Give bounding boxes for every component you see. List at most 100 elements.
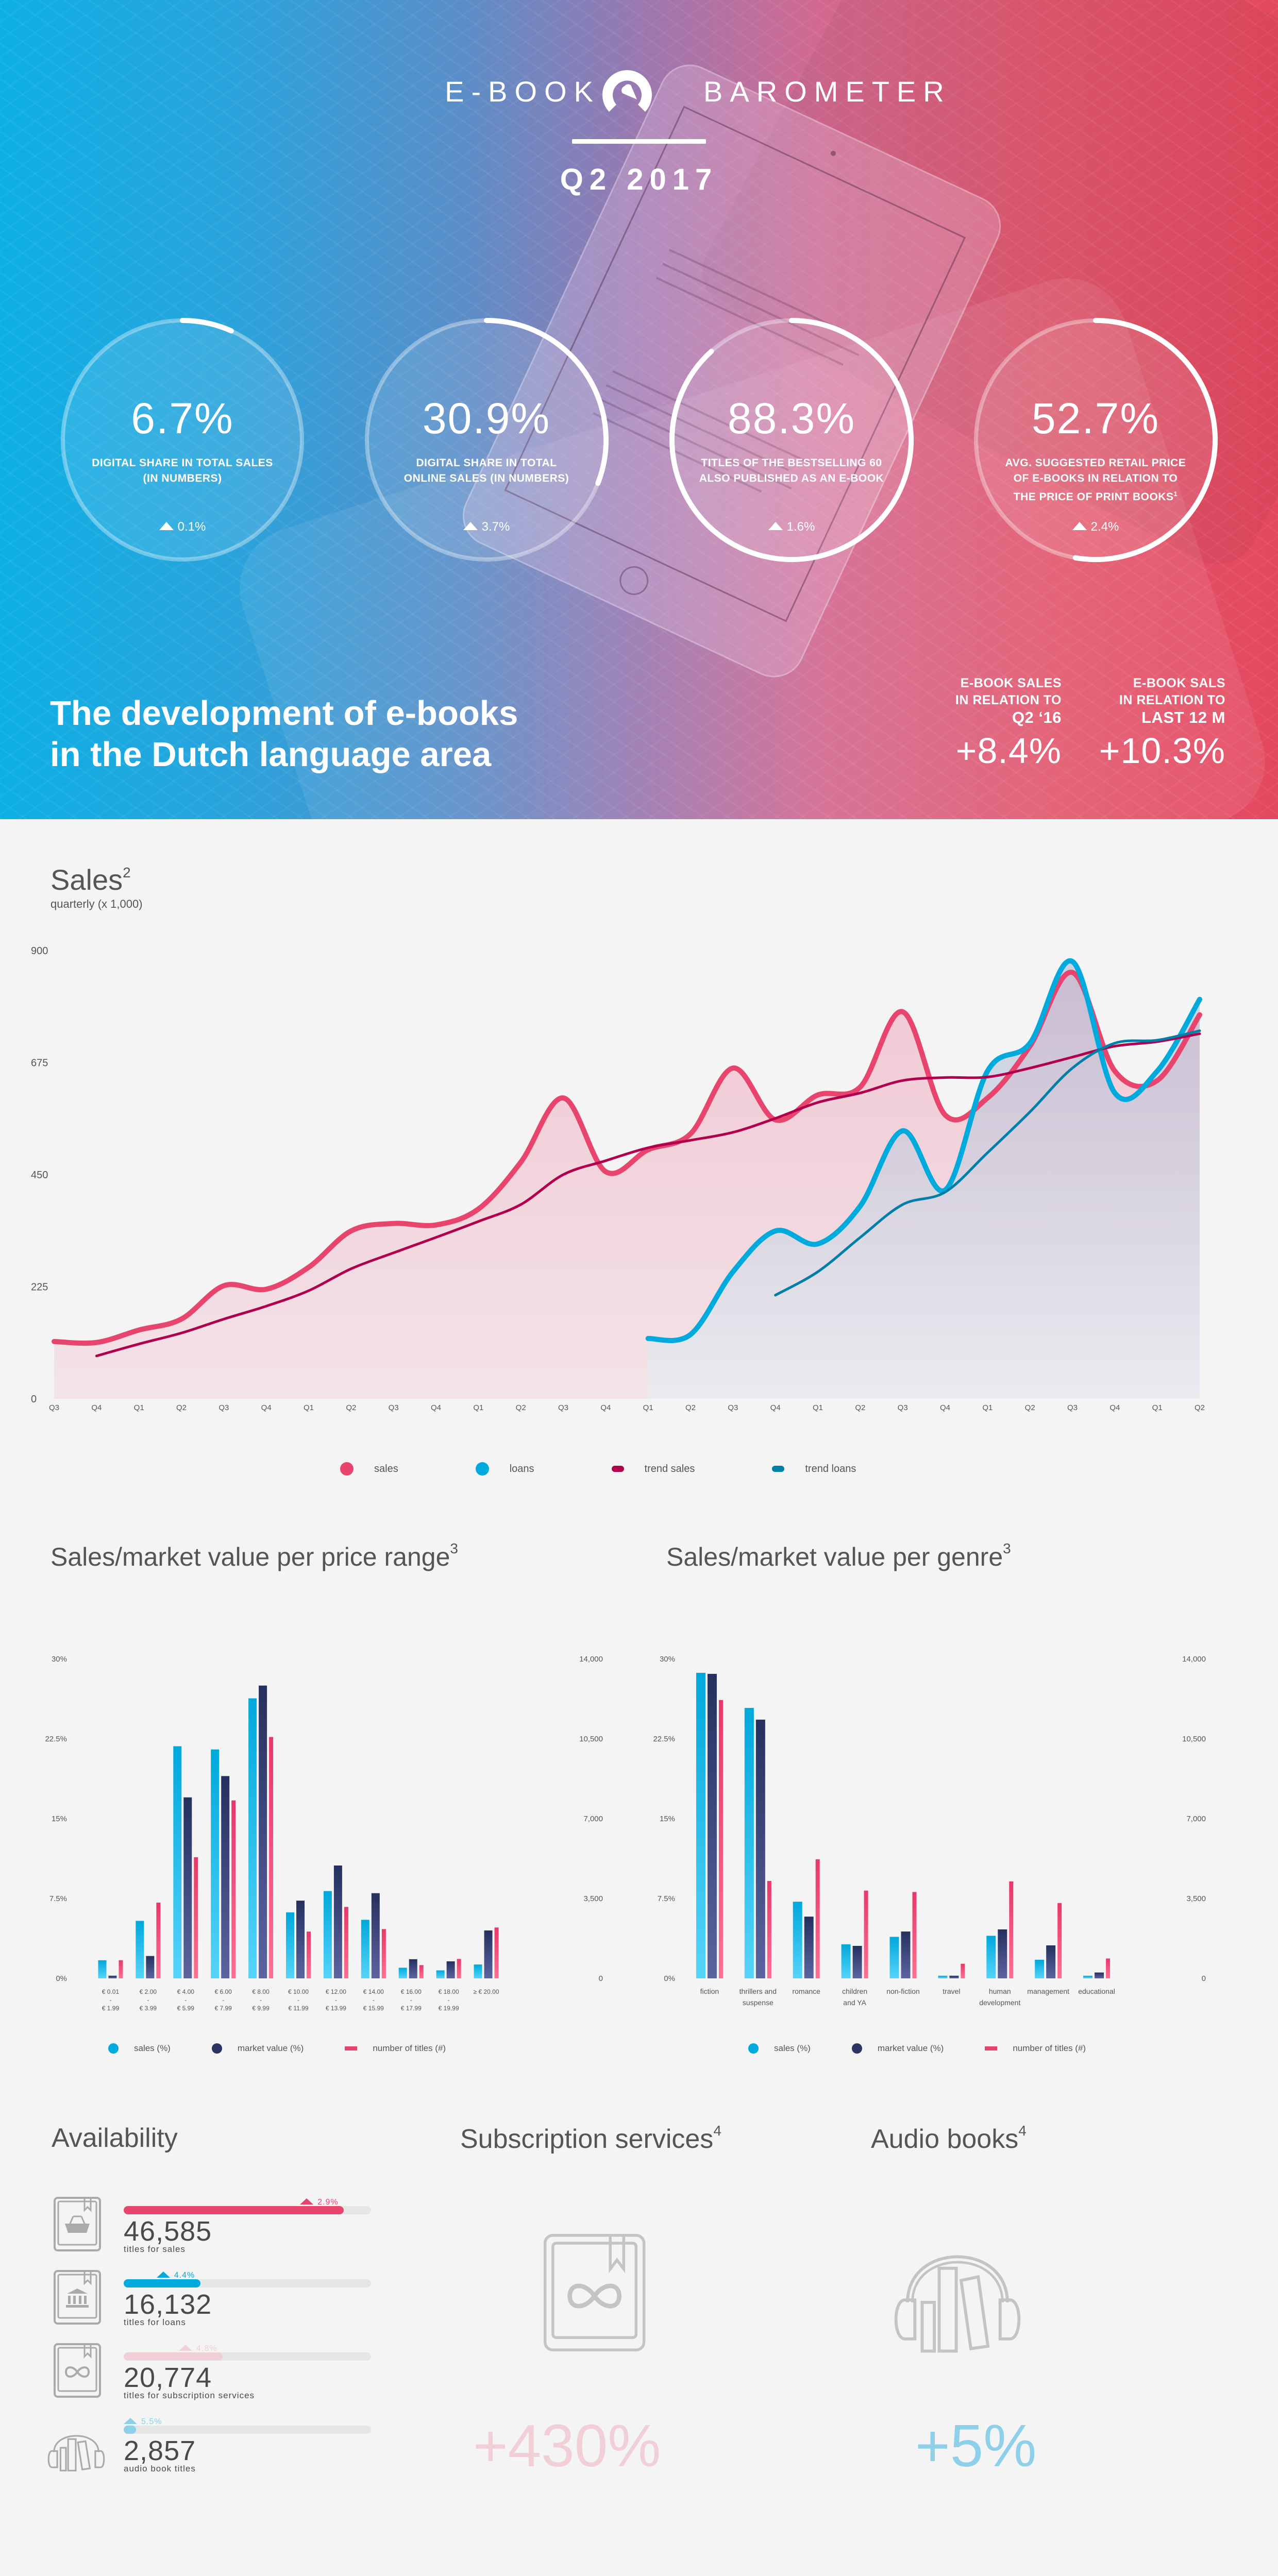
- bar-number-of-titles: [912, 1892, 917, 1978]
- bar-number-of-titles: [194, 1857, 198, 1978]
- price-chart-title: Sales/market value per price range3: [51, 1540, 458, 1571]
- bar-number-of-titles: [231, 1800, 236, 1978]
- sales-line-chart: 0 225 450 675 900 Q3 Q4 Q1 Q2 Q3 Q4 Q1 Q2 Q3 Q4 Q1 Q2 Q3 Q…: [31, 945, 1205, 1412]
- x-tick-label: Q4: [431, 1403, 441, 1412]
- y-left-tick-label: 30%: [660, 1655, 675, 1664]
- kpi-bestsellers-as-ebook: 88.3% TITLES OF THE BESTSELLING 60 ALSO …: [668, 316, 915, 564]
- subscription-growth: +430%: [473, 2412, 661, 2479]
- availability-value: 16,132: [124, 2289, 212, 2320]
- gauge-icon: [602, 70, 652, 112]
- category-label: € 6.00: [214, 1988, 232, 1995]
- y-left-tick-label: 7.5%: [658, 1894, 675, 1903]
- basket-book-icon: [54, 2197, 101, 2251]
- bar-market-value: [108, 1975, 117, 1978]
- bar-sales: [986, 1936, 996, 1978]
- bar-sales: [938, 1975, 948, 1978]
- arrow-up-icon: [768, 522, 783, 530]
- category-label: € 0.01: [102, 1988, 120, 1995]
- availability-value: 46,585: [124, 2216, 212, 2247]
- x-tick-label: Q3: [389, 1403, 399, 1412]
- category-label: -: [373, 1996, 375, 2004]
- title-divider: [572, 139, 706, 144]
- kpi-ring: [61, 318, 304, 562]
- availability-bar: 5.5%: [124, 2417, 371, 2434]
- bar-sales: [136, 1921, 144, 1978]
- x-tick-label: Q3: [218, 1403, 229, 1412]
- brand-header: E-BOOK BAROMETER: [0, 70, 1278, 116]
- category-label: educational: [1078, 1987, 1115, 1995]
- y-right-tick-label: 7,000: [583, 1815, 603, 1823]
- kpi-digital-share-online: 30.9% DIGITAL SHARE IN TOTAL ONLINE SALE…: [363, 316, 610, 564]
- x-tick-label: Q1: [473, 1403, 483, 1412]
- availability-value: 20,774: [124, 2362, 212, 2393]
- bar-market-value: [333, 1865, 342, 1978]
- y-left-tick-label: 0%: [56, 1974, 67, 1983]
- bar-number-of-titles: [1057, 1903, 1062, 1978]
- y-right-tick-label: 0: [599, 1974, 603, 1983]
- arrow-up-icon: [463, 522, 478, 530]
- category-label: -: [184, 1996, 187, 2004]
- arrow-up-icon: [1072, 522, 1087, 530]
- bar-sales: [793, 1902, 802, 1978]
- x-tick-label: Q3: [728, 1403, 738, 1412]
- availability-row-sales: 2.9% 46,585 titles for sales: [46, 2196, 386, 2268]
- category-label: € 2.00: [140, 1988, 157, 1995]
- headphones-books-icon: [47, 2435, 105, 2471]
- kpi-change: 3.7%: [363, 520, 610, 534]
- bar-market-value: [446, 1961, 455, 1978]
- category-label: fiction: [700, 1987, 719, 1995]
- availability-bar: 2.9%: [124, 2198, 371, 2214]
- category-label: romance: [792, 1987, 820, 1995]
- x-tick-label: Q2: [346, 1403, 356, 1412]
- category-label: € 3.99: [140, 2005, 157, 2012]
- bar-market-value: [949, 1975, 959, 1978]
- x-tick-label: Q2: [176, 1403, 187, 1412]
- x-tick-label: Q4: [600, 1403, 611, 1412]
- kpi-ring: [669, 318, 914, 562]
- audiobooks-title: Audio books4: [871, 2123, 1027, 2154]
- legend-swatch: [340, 1462, 354, 1476]
- category-label: children: [842, 1987, 867, 1995]
- availability-bar: 4.4%: [124, 2271, 371, 2287]
- legend-item-titles: number of titles (#): [985, 2043, 1086, 2054]
- x-tick-label: Q4: [261, 1403, 272, 1412]
- x-tick-label: Q2: [1195, 1403, 1205, 1412]
- category-label: non-fiction: [886, 1987, 920, 1995]
- kpi-value: 30.9%: [422, 394, 551, 443]
- bar-number-of-titles: [344, 1907, 348, 1978]
- headphones-books-icon: [894, 2255, 1021, 2353]
- genre-bar-chart: 0% 7.5% 15% 22.5% 30% 0 3,500 7,000 10,500 14,000…: [653, 1655, 1206, 2007]
- growth-vs-last-12m: E-BOOK SALS IN RELATION TO LAST 12 M +10…: [1099, 675, 1225, 771]
- y-tick-label: 0: [31, 1394, 37, 1405]
- legend-swatch: [851, 2043, 862, 2054]
- category-label: development: [979, 1998, 1020, 2007]
- legend-item-sales: sales: [340, 1462, 398, 1476]
- availability-change: 4.8%: [179, 2344, 217, 2353]
- availability-row-subscription: 4.8% 20,774 titles for subscription serv…: [46, 2342, 386, 2414]
- x-tick-label: Q4: [91, 1403, 102, 1412]
- availability-caption: audio book titles: [124, 2464, 196, 2473]
- kpi-value: 6.7%: [131, 394, 234, 443]
- y-right-tick-label: 10,500: [1182, 1735, 1206, 1743]
- category-label: human: [989, 1987, 1011, 1995]
- y-right-tick-label: 3,500: [1186, 1894, 1206, 1903]
- x-tick-label: Q3: [898, 1403, 908, 1412]
- availability-caption: titles for sales: [124, 2244, 186, 2254]
- ring-progress: [484, 318, 609, 486]
- bar-market-value: [901, 1931, 911, 1978]
- category-label: € 19.99: [439, 2005, 459, 2012]
- arrow-up-icon: [179, 2345, 192, 2351]
- genre-chart-title: Sales/market value per genre3: [666, 1540, 1011, 1571]
- bar-number-of-titles: [269, 1737, 274, 1978]
- x-tick-label: Q4: [1109, 1403, 1120, 1412]
- hero-title: The development of e-books in the Dutch …: [50, 694, 518, 774]
- y-tick-label: 675: [31, 1058, 48, 1069]
- kpi-change: 2.4%: [972, 520, 1219, 534]
- y-left-tick-label: 7.5%: [49, 1894, 67, 1903]
- bar-number-of-titles: [864, 1890, 868, 1978]
- audiobooks-growth: +5%: [915, 2412, 1037, 2479]
- legend-item-trend-loans: trend loans: [772, 1463, 856, 1475]
- bar-sales: [98, 1960, 107, 1978]
- x-tick-label: Q2: [1025, 1403, 1035, 1412]
- ring-progress: [180, 318, 234, 334]
